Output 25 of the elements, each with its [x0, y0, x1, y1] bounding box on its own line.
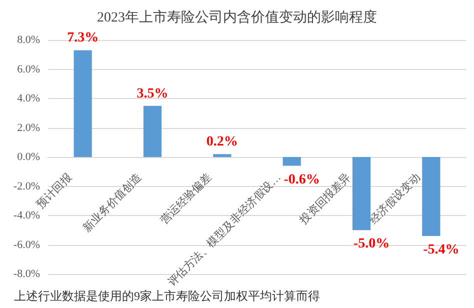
y-tick-label: 4.0% [17, 92, 40, 104]
bar [74, 50, 92, 157]
chart-title: 2023年上市寿险公司内含价值变动的影响程度 [97, 10, 377, 26]
bar [213, 154, 232, 157]
data-label: -5.0% [353, 236, 390, 252]
bar [143, 106, 162, 157]
y-tick-label: 8.0% [17, 34, 40, 46]
y-tick-label: -8.0% [13, 268, 40, 280]
y-tick-label: 2.0% [17, 122, 40, 134]
data-label: 7.3% [67, 30, 99, 46]
y-tick-label: 0.0% [17, 151, 40, 163]
data-label: -0.6% [284, 172, 320, 188]
data-label: -5.4% [423, 242, 460, 258]
data-label: 0.2% [206, 134, 238, 150]
bar [282, 157, 301, 166]
y-tick-label: -4.0% [13, 210, 40, 222]
x-tick-label: 营运经验偏差 [158, 170, 214, 227]
y-tick-label: -6.0% [13, 238, 40, 251]
y-tick-label: 6.0% [17, 63, 40, 76]
y-tick-label: -2.0% [13, 180, 40, 192]
text: 上述行业数据是使用的9家上市寿险公司加权平均计算而得 [14, 289, 320, 303]
bar [422, 157, 440, 236]
bar [352, 157, 371, 230]
x-tick-label: 新业务价值创造 [80, 170, 144, 234]
data-label: 3.5% [136, 86, 168, 102]
